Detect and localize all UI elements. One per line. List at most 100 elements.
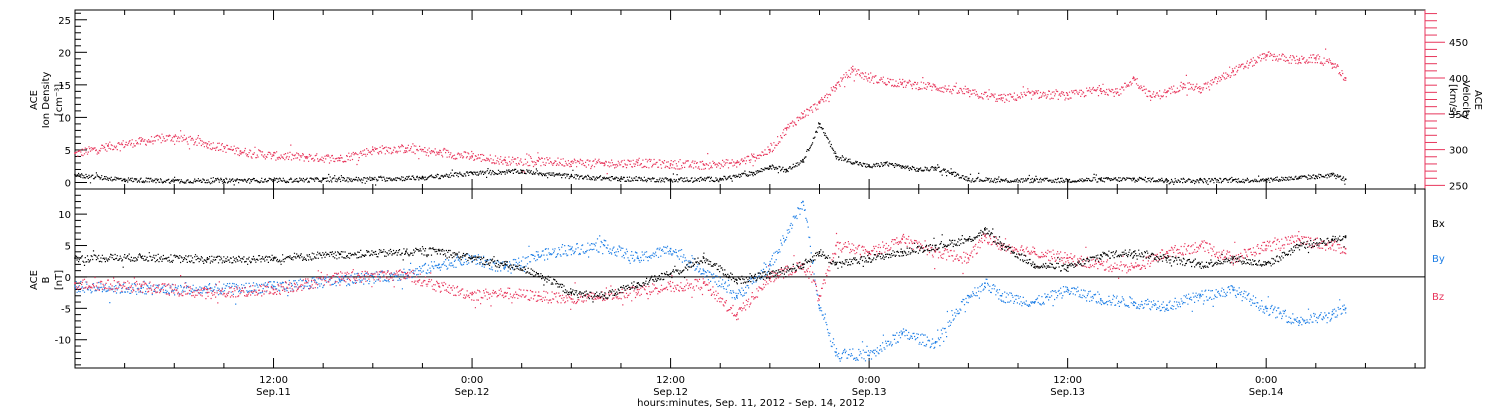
velocity-series-point <box>769 148 771 151</box>
density-series-point <box>818 123 821 125</box>
bottom-panel-frame <box>74 188 1426 369</box>
bx-series-point <box>1133 251 1135 253</box>
bz-series-point <box>636 288 639 291</box>
by-series-point <box>934 342 937 344</box>
bx-series-point <box>1199 263 1201 266</box>
legend-bz: Bz <box>1432 292 1444 303</box>
density-series-point <box>1033 179 1036 181</box>
x-tick-day: Sep.13 <box>1050 387 1085 398</box>
y-tick-label: 10 <box>58 113 71 124</box>
by-series-cloud <box>75 201 1347 362</box>
velocity-series-point <box>1033 92 1036 95</box>
y-tick-label: 10 <box>58 210 71 221</box>
density-label-line1: ACE <box>29 90 40 110</box>
density-series-point <box>769 165 771 168</box>
bx-series-point <box>570 291 573 294</box>
by-series-point <box>140 287 142 290</box>
bz-series-point <box>769 276 771 278</box>
velocity-axis-label: ACE Velocity [km/s] <box>1447 80 1483 119</box>
by-series-point <box>603 244 606 247</box>
x-tick-time: 12:00 <box>259 375 288 386</box>
density-series-cloud <box>75 122 1347 186</box>
density-series-texture <box>75 122 1347 186</box>
velocity-series-point <box>1133 77 1135 79</box>
x-tick-day: Sep.11 <box>256 387 291 398</box>
bz-series-point <box>537 294 540 297</box>
y-tick-label: 250 <box>1449 181 1468 192</box>
velocity-label-line2: Velocity <box>1460 80 1471 119</box>
y-tick-label: 5 <box>65 146 71 157</box>
x-tick-time: 12:00 <box>656 375 685 386</box>
by-series-point <box>272 285 275 288</box>
bx-series-point <box>405 251 407 253</box>
velocity-series-point <box>1166 91 1168 94</box>
density-series-point <box>951 171 953 174</box>
bz-series-point <box>1298 238 1301 241</box>
density-label-line3: [cm⁻³] <box>54 84 65 116</box>
density-series <box>74 122 1347 186</box>
velocity-series-point <box>603 162 606 165</box>
velocity-series-point <box>835 84 837 86</box>
y-tick-label: 300 <box>1449 146 1468 157</box>
density-series-point <box>1066 179 1069 181</box>
velocity-series-point <box>785 127 788 129</box>
bx-series-point <box>802 263 804 266</box>
b-legend: Bx By Bz <box>1432 219 1445 303</box>
by-series-point <box>1099 298 1102 300</box>
bx-series-point <box>702 257 705 259</box>
by-series-point <box>338 279 341 281</box>
density-series-point <box>1199 179 1201 181</box>
density-series-point <box>1166 179 1168 181</box>
by-series-point <box>769 263 771 266</box>
bx-series-point <box>272 257 275 259</box>
bx-series-point <box>769 272 771 275</box>
y-tick-label: 15 <box>58 81 71 92</box>
by-series-point <box>818 307 821 310</box>
bz-series-point <box>338 276 341 278</box>
velocity-series-point <box>537 160 540 162</box>
velocity-series-point <box>1315 57 1317 59</box>
velocity-series-point <box>1116 91 1119 94</box>
bx-series-point <box>868 257 870 259</box>
density-series-point <box>620 177 622 180</box>
by-series-point <box>1133 301 1135 303</box>
bz-series-point <box>438 285 440 288</box>
velocity-series-point <box>1066 94 1069 97</box>
by-series-point <box>504 266 506 269</box>
velocity-series <box>74 48 1347 175</box>
velocity-series-point <box>74 152 76 154</box>
by-series-point <box>438 263 440 266</box>
bz-series <box>74 231 1347 321</box>
velocity-series-texture <box>75 48 1347 175</box>
density-series-point <box>785 168 788 171</box>
velocity-series-point <box>1265 54 1267 56</box>
x-tick-time: 0:00 <box>461 375 483 386</box>
bx-series-point <box>984 229 986 231</box>
bz-series-cloud <box>75 231 1347 321</box>
b-label-line2: B <box>41 276 52 283</box>
by-series-point <box>735 294 738 297</box>
bx-series-point <box>471 257 473 259</box>
bx-series-point <box>206 258 209 261</box>
by-series-point <box>984 282 986 285</box>
by-series-point <box>702 269 705 272</box>
density-series-point <box>173 179 176 182</box>
by-series-point <box>1331 313 1334 316</box>
velocity-series-point <box>1331 62 1334 65</box>
by-series-point <box>901 332 904 335</box>
density-velocity-panel: 0 5 10 15 20 25 250 300 350 400 450 <box>58 9 1468 192</box>
by-series-point <box>1033 301 1036 303</box>
bz-series-point <box>702 282 705 285</box>
density-series-point <box>802 158 804 161</box>
x-tick-day: Sep.13 <box>852 387 887 398</box>
velocity-series-point <box>471 155 473 157</box>
bz-series-point <box>471 293 473 296</box>
y-tick-label: 400 <box>1449 74 1468 85</box>
bx-series-point <box>818 251 821 253</box>
velocity-series-point <box>1199 87 1201 90</box>
density-series-point <box>1099 178 1102 181</box>
bx-series <box>74 227 1347 303</box>
velocity-series-point <box>239 150 242 152</box>
b-label-line3: [nT] <box>54 270 65 290</box>
